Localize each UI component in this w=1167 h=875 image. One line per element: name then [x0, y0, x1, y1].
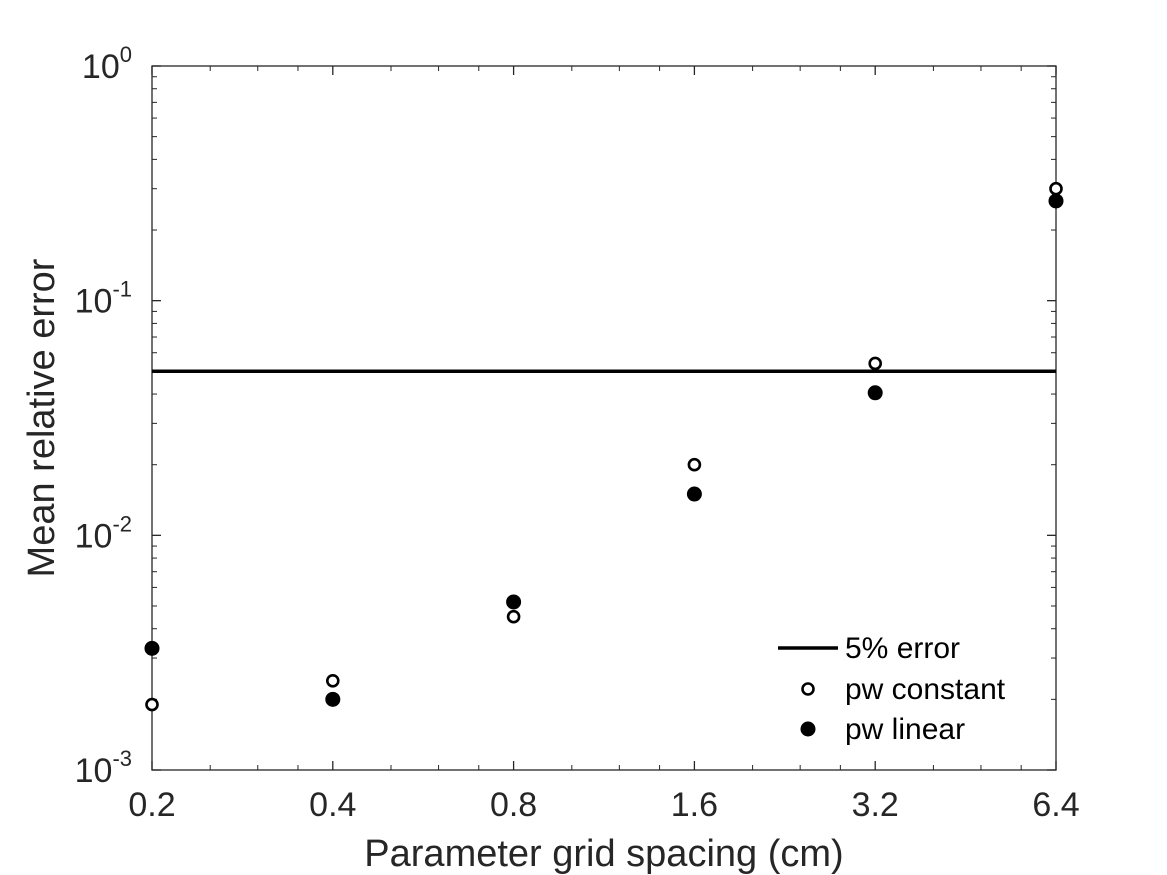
pw-linear-point: [1048, 193, 1064, 209]
x-tick-label: 1.6: [671, 786, 718, 824]
y-tick-label: 100: [82, 42, 132, 86]
legend: 5% error pw constant pw linear: [778, 632, 1006, 746]
y-tick-label: 10-3: [75, 746, 132, 790]
x-tick-labels: 0.2 0.4 0.8 1.6 3.2 6.4: [128, 786, 1079, 824]
x-tick-label: 0.2: [128, 786, 175, 824]
x-tick-label: 6.4: [1032, 786, 1079, 824]
legend-label: pw constant: [845, 673, 1006, 706]
legend-label: 5% error: [845, 632, 960, 665]
legend-filled-circle-swatch: [800, 721, 816, 737]
minor-ticks: [152, 66, 1056, 770]
pw-linear-point: [144, 640, 160, 656]
x-axis-title: Parameter grid spacing (cm): [364, 833, 843, 875]
x-tick-label: 3.2: [852, 786, 899, 824]
pw-linear-point: [686, 486, 702, 502]
legend-label: pw linear: [845, 713, 965, 746]
pw-constant-point: [506, 609, 521, 624]
pw-constant-point: [868, 356, 883, 371]
legend-open-circle-swatch: [801, 682, 815, 696]
y-axis-title: Mean relative error: [21, 258, 63, 577]
pw-constant-point: [687, 457, 702, 472]
series-marks: [144, 181, 1064, 712]
pw-constant-point: [325, 673, 340, 688]
pw-linear-point: [867, 385, 883, 401]
pw-constant-point: [1049, 181, 1063, 196]
y-tick-label: 10-2: [75, 511, 132, 555]
y-tick-labels: 10-3 10-2 10-1 100: [75, 42, 132, 790]
x-tick-label: 0.4: [309, 786, 356, 824]
x-tick-label: 0.8: [490, 786, 537, 824]
major-ticks: [151, 65, 1057, 771]
pw-constant-point: [145, 697, 159, 712]
pw-linear-point: [506, 594, 522, 610]
plot-area-frame: [151, 65, 1057, 771]
pw-linear-point: [325, 691, 341, 707]
y-tick-label: 10-1: [75, 277, 132, 321]
